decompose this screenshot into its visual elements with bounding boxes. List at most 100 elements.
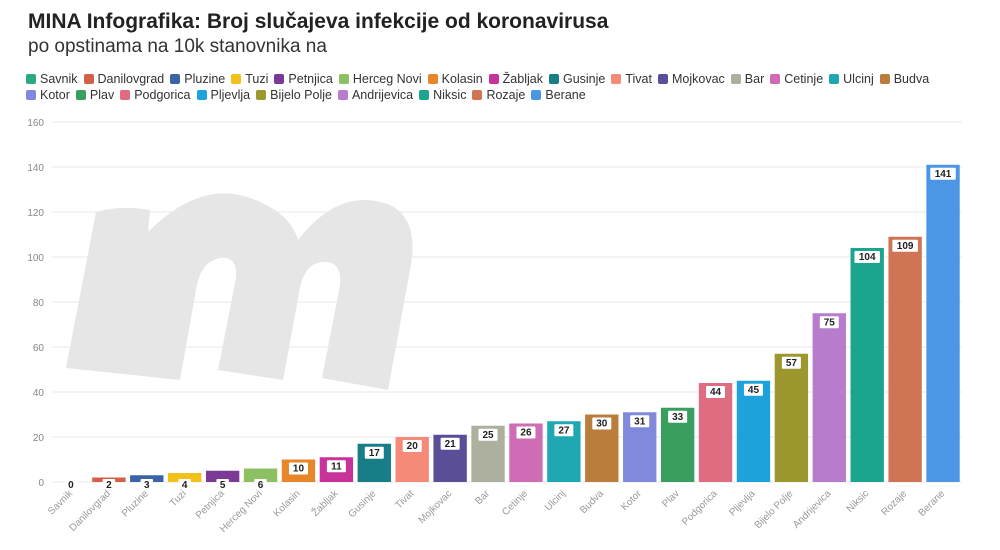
legend-label: Kolasin	[441, 72, 483, 86]
legend-item[interactable]: Tuzi	[231, 71, 268, 87]
data-label-background	[102, 479, 116, 491]
legend: Savnik Danilovgrad Pluzine Tuzi Petnjica Herc…	[26, 71, 976, 103]
bar[interactable]	[812, 313, 846, 482]
y-tick-label: 20	[33, 433, 45, 444]
bar[interactable]	[774, 353, 809, 482]
legend-item[interactable]: Andrijevica	[337, 87, 413, 103]
legend-item[interactable]: Pljevlja	[196, 87, 251, 103]
legend-swatch	[879, 74, 890, 84]
data-label: 5	[220, 480, 226, 491]
y-tick-label: 0	[38, 478, 44, 489]
legend-label: Savnik	[40, 72, 78, 86]
chart-title: MINA Infografika: Broj slučajeva infekci…	[28, 10, 609, 33]
legend-item[interactable]: Savnik	[26, 71, 78, 87]
y-tick-label: 40	[33, 388, 45, 399]
y-tick-label: 120	[27, 208, 44, 219]
data-label: 20	[407, 441, 419, 452]
x-tick-label: Mojkovac	[417, 488, 455, 526]
bar[interactable]	[168, 473, 202, 482]
legend-item[interactable]: Bijelo Polje	[256, 87, 332, 103]
legend-label: Ulcinj	[843, 72, 874, 86]
bar[interactable]	[736, 380, 771, 482]
data-label: 33	[672, 412, 684, 423]
x-tick-label: Niksic	[845, 488, 872, 515]
legend-label: Niksic	[433, 88, 467, 102]
legend-item[interactable]: Budva	[879, 71, 930, 87]
data-label: 104	[859, 252, 876, 263]
bar[interactable]	[850, 248, 884, 482]
data-label: 4	[182, 480, 188, 491]
legend-swatch	[419, 90, 430, 100]
legend-item[interactable]: Žabljak	[488, 71, 543, 87]
legend-swatch	[274, 74, 285, 84]
legend-swatch	[531, 90, 542, 100]
legend-swatch	[75, 90, 86, 100]
data-label: 6	[258, 480, 264, 491]
legend-item[interactable]: Pluzine	[170, 71, 225, 87]
legend-swatch	[472, 90, 483, 100]
legend-item[interactable]: Petnjica	[274, 71, 333, 87]
bar[interactable]	[888, 236, 922, 482]
legend-label: Budva	[893, 72, 930, 86]
y-tick-label: 160	[27, 118, 44, 129]
legend-item[interactable]: Rozaje	[472, 87, 525, 103]
data-label-background	[140, 479, 154, 491]
legend-item[interactable]: Bar	[730, 71, 765, 87]
legend-item[interactable]: Herceg Novi	[338, 71, 422, 87]
bar[interactable]	[130, 475, 164, 482]
data-label-background	[743, 383, 763, 396]
legend-label: Pljevlja	[210, 88, 251, 102]
bar[interactable]	[205, 470, 240, 482]
legend-item[interactable]: Danilovgrad	[83, 71, 164, 87]
data-label-background	[402, 440, 422, 452]
x-tick-label: Tivat	[393, 488, 416, 511]
x-tick-label: Kolasin	[272, 488, 303, 519]
data-label: 44	[710, 387, 722, 398]
legend-item[interactable]: Podgorica	[120, 87, 191, 103]
legend-item[interactable]: Berane	[531, 87, 586, 103]
data-label-background	[592, 417, 612, 430]
legend-swatch	[730, 74, 741, 84]
legend-swatch	[170, 74, 181, 84]
legend-item[interactable]: Cetinje	[770, 71, 823, 87]
data-label-background	[478, 428, 498, 441]
legend-label: Pluzine	[184, 72, 226, 86]
legend-item[interactable]: Ulcinj	[829, 71, 874, 87]
data-label-background	[516, 426, 536, 439]
bar[interactable]	[243, 468, 278, 483]
y-tick-label: 140	[27, 163, 44, 174]
legend-swatch	[196, 90, 207, 100]
bar[interactable]	[698, 383, 733, 482]
legend-swatch	[231, 74, 242, 84]
x-tick-label: Podgorica	[680, 488, 720, 528]
data-label-background	[326, 460, 346, 473]
data-label-background	[706, 386, 726, 398]
data-label: 57	[786, 358, 798, 369]
data-label: 30	[596, 419, 608, 430]
data-label: 2	[106, 480, 112, 491]
legend-label: Rozaje	[486, 88, 526, 102]
x-tick-label: Pljevlja	[727, 488, 757, 518]
x-tick-label: Kotor	[619, 488, 644, 513]
legend-item[interactable]: Plav	[75, 87, 114, 103]
legend-label: Mojkovac	[671, 72, 725, 86]
bar[interactable]	[926, 164, 960, 482]
legend-label: Bar	[744, 72, 765, 86]
legend-item[interactable]: Gusinje	[548, 71, 605, 87]
legend-swatch	[337, 90, 348, 100]
legend-item[interactable]: Tivat	[611, 71, 652, 87]
data-label-background	[288, 462, 308, 475]
legend-label: Bijelo Polje	[270, 88, 332, 102]
legend-item[interactable]: Mojkovac	[657, 71, 725, 87]
data-label: 21	[445, 439, 457, 450]
x-tick-label: Bijelo Polje	[753, 488, 796, 531]
legend-item[interactable]: Niksic	[419, 87, 466, 103]
x-tick-label: Cetinje	[500, 488, 530, 518]
legend-label: Žabljak	[502, 72, 543, 86]
legend-item[interactable]: Kolasin	[427, 71, 483, 87]
legend-label: Tivat	[625, 72, 652, 86]
legend-item[interactable]: Kotor	[26, 87, 70, 103]
data-label-background	[819, 316, 839, 329]
data-label-background	[781, 356, 801, 369]
